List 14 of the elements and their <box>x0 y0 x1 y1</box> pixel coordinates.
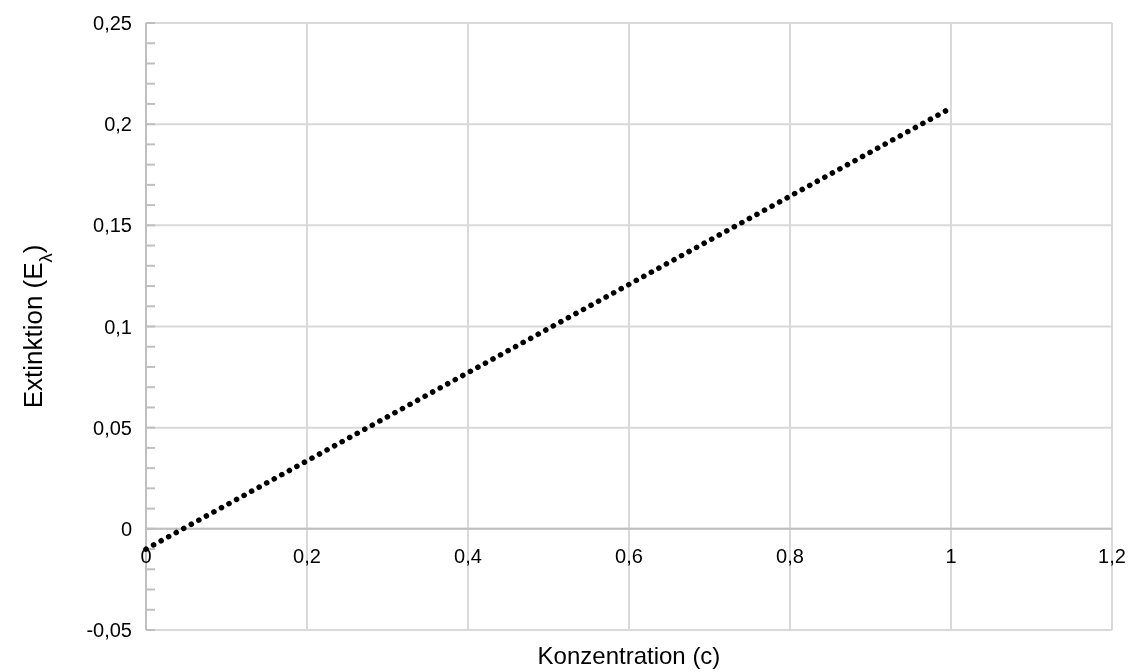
x-tick-label: 1,2 <box>1098 544 1126 567</box>
y-tick-label: -0,05 <box>86 619 132 641</box>
x-tick-label: 0,6 <box>615 544 643 567</box>
x-tick-label: 0,2 <box>293 544 321 567</box>
y-tick-label: 0,05 <box>93 416 132 439</box>
x-tick-label: 0,4 <box>454 544 482 567</box>
y-tick-label: 0,2 <box>104 113 132 136</box>
y-tick-label: 0,15 <box>93 214 132 237</box>
x-tick-label: 1 <box>945 544 957 567</box>
y-tick-label: 0,1 <box>104 315 132 338</box>
x-tick-label: 0,8 <box>776 544 804 567</box>
y-tick-label: 0 <box>120 517 132 540</box>
x-axis-title: Konzentration (c) <box>537 642 721 669</box>
y-tick-label: 0,25 <box>93 12 132 34</box>
